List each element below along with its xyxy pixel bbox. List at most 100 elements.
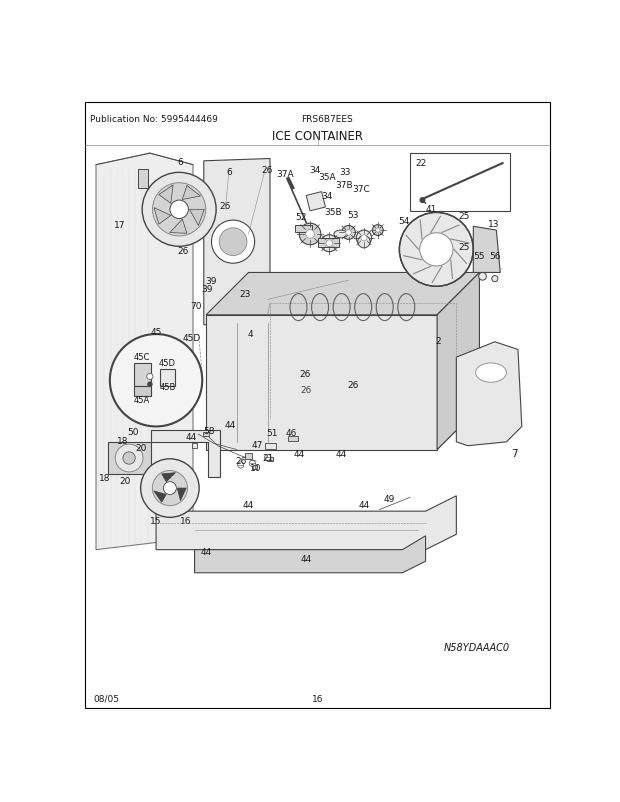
Ellipse shape (476, 363, 507, 383)
Text: 56: 56 (489, 252, 500, 261)
Polygon shape (306, 192, 326, 212)
Circle shape (399, 213, 473, 287)
Circle shape (148, 383, 152, 387)
Text: 21: 21 (263, 454, 274, 463)
Bar (288, 436, 298, 442)
Text: 70: 70 (190, 302, 202, 310)
Text: 44: 44 (224, 420, 236, 429)
Text: 6: 6 (178, 158, 184, 167)
Text: 26: 26 (261, 165, 273, 175)
Text: 53: 53 (347, 211, 359, 220)
Circle shape (147, 374, 153, 380)
Ellipse shape (334, 231, 348, 238)
Circle shape (492, 276, 498, 282)
Text: FRS6B7EES: FRS6B7EES (301, 115, 353, 124)
Text: 20: 20 (120, 477, 131, 486)
Text: 15: 15 (150, 516, 162, 526)
Circle shape (123, 452, 135, 464)
Text: 6: 6 (226, 168, 232, 176)
Circle shape (115, 444, 143, 472)
Bar (160, 369, 175, 387)
Text: 44: 44 (301, 554, 312, 564)
Text: 45B: 45B (159, 383, 176, 392)
Text: 44: 44 (200, 548, 211, 557)
Text: 44: 44 (336, 449, 347, 458)
Polygon shape (96, 154, 193, 550)
Circle shape (141, 460, 199, 517)
Text: 20: 20 (136, 444, 147, 453)
Text: 41: 41 (426, 205, 437, 213)
Text: 44: 44 (185, 432, 197, 441)
Text: 35A: 35A (318, 172, 336, 181)
Circle shape (376, 229, 380, 233)
Text: 45D: 45D (159, 358, 176, 367)
Bar (135, 364, 151, 387)
Circle shape (153, 184, 206, 237)
Circle shape (373, 225, 383, 237)
Circle shape (361, 236, 367, 241)
Polygon shape (195, 536, 425, 573)
Text: 52: 52 (295, 213, 306, 222)
Circle shape (326, 241, 333, 247)
Circle shape (306, 230, 314, 239)
Text: 45: 45 (151, 328, 162, 337)
Polygon shape (204, 160, 270, 326)
Bar (135, 387, 151, 396)
Circle shape (211, 221, 255, 264)
Text: 16: 16 (312, 694, 324, 703)
Text: 22: 22 (415, 160, 427, 168)
Text: 26: 26 (219, 202, 231, 211)
Polygon shape (170, 220, 187, 234)
Circle shape (219, 229, 247, 256)
Circle shape (420, 233, 453, 266)
Text: 44: 44 (243, 500, 254, 510)
Polygon shape (182, 186, 200, 200)
Text: 44: 44 (358, 500, 370, 510)
Polygon shape (177, 488, 186, 501)
Text: ICE CONTAINER: ICE CONTAINER (272, 130, 363, 143)
Text: 37B: 37B (335, 180, 353, 190)
Text: 39: 39 (206, 277, 217, 286)
Circle shape (249, 461, 255, 467)
Text: 16: 16 (180, 516, 191, 526)
Circle shape (342, 226, 355, 240)
Circle shape (142, 173, 216, 247)
Text: 50: 50 (127, 427, 139, 436)
Circle shape (358, 237, 370, 249)
Text: 45D: 45D (183, 334, 202, 342)
Text: 10: 10 (250, 463, 261, 472)
Text: 45A: 45A (134, 395, 150, 404)
Bar (108, 443, 151, 475)
Text: 25: 25 (458, 212, 470, 221)
Text: 34: 34 (309, 165, 321, 175)
Text: 37A: 37A (276, 170, 293, 179)
Circle shape (479, 273, 486, 281)
Text: 26: 26 (347, 381, 359, 390)
Text: 23: 23 (240, 290, 251, 298)
Bar (138, 169, 148, 188)
Polygon shape (159, 186, 173, 204)
Bar (267, 458, 273, 461)
Polygon shape (162, 473, 175, 482)
Polygon shape (154, 492, 166, 503)
Polygon shape (437, 273, 479, 450)
Text: 26: 26 (299, 369, 311, 379)
Bar (252, 465, 257, 469)
Text: 2: 2 (436, 336, 441, 345)
Text: 7: 7 (511, 448, 518, 459)
Text: N58YDAAAC0: N58YDAAAC0 (444, 642, 510, 652)
Bar (192, 444, 197, 448)
Bar (245, 454, 252, 460)
Circle shape (170, 200, 188, 219)
Text: 49: 49 (383, 495, 394, 504)
Text: 58: 58 (203, 426, 215, 435)
Circle shape (153, 471, 187, 506)
Text: 39: 39 (201, 285, 213, 294)
Text: 35B: 35B (324, 208, 342, 217)
Polygon shape (154, 209, 170, 225)
Bar (265, 443, 276, 449)
Polygon shape (456, 342, 522, 446)
Text: 44: 44 (294, 449, 305, 458)
Bar (294, 225, 312, 233)
Text: 13: 13 (487, 219, 499, 229)
